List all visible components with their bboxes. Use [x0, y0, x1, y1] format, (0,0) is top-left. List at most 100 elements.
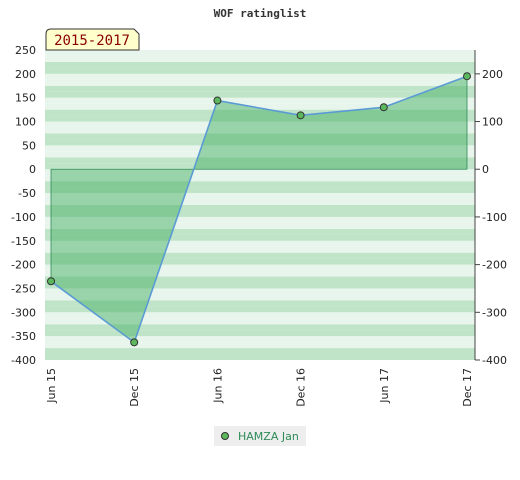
- background-band: [45, 139, 475, 146]
- background-band: [45, 252, 475, 259]
- background-band: [45, 163, 475, 170]
- background-band: [45, 240, 475, 247]
- background-band: [45, 210, 475, 217]
- y-left-tick-label: -200: [11, 259, 36, 272]
- y-left-tick-label: -300: [11, 306, 36, 319]
- y-left-tick-label: -350: [11, 330, 36, 343]
- background-band: [45, 193, 475, 200]
- background-band: [45, 91, 475, 98]
- background-band: [45, 228, 475, 235]
- background-band: [45, 222, 475, 229]
- data-markers: [47, 72, 471, 347]
- y-right-tick-label: -400: [482, 354, 507, 367]
- data-point: [130, 338, 139, 347]
- x-tick-label: Dec 17: [461, 368, 474, 407]
- legend-box: [214, 426, 306, 446]
- x-axis: Jun 15 Dec 15 Jun 16 Dec 16 Jun 17 Dec 17: [45, 368, 474, 407]
- background-band: [45, 73, 475, 80]
- x-tick-label: Dec 15: [128, 368, 141, 407]
- series-line-path: [50, 75, 468, 344]
- background-band: [45, 258, 475, 265]
- x-tick-label: Jun 15: [45, 368, 58, 404]
- y-axis-right: 200 100 0 -100 -200 -300 -400: [474, 50, 507, 367]
- background-band: [45, 318, 475, 325]
- y-right-tick-label: -100: [482, 211, 507, 224]
- y-right-tick-label: 100: [482, 116, 503, 129]
- background-band: [45, 205, 475, 211]
- y-left-tick-label: 200: [15, 68, 36, 81]
- background-band: [45, 306, 475, 313]
- data-point: [47, 277, 55, 286]
- background-band: [45, 169, 475, 176]
- x-tick-label: Jun 17: [378, 368, 391, 404]
- y-right-tick-label: -300: [482, 306, 507, 319]
- y-right-tick-label: 0: [482, 163, 489, 176]
- background-band: [45, 67, 475, 74]
- background-band: [45, 61, 475, 68]
- legend[interactable]: HAMZA Jan: [214, 426, 306, 446]
- y-left-tick-label: 50: [22, 139, 36, 152]
- background-band: [45, 234, 475, 241]
- background-band: [45, 109, 475, 116]
- background-band: [45, 115, 475, 122]
- background-band: [45, 79, 475, 86]
- background-band: [45, 199, 475, 205]
- y-right-tick-label: 200: [482, 68, 503, 81]
- background-band: [45, 157, 475, 164]
- background-band: [45, 330, 475, 337]
- background-band: [45, 354, 475, 360]
- background-band: [45, 288, 475, 295]
- data-point: [463, 72, 471, 81]
- background-band: [45, 187, 475, 194]
- data-point: [296, 111, 305, 120]
- background-band: [45, 264, 475, 271]
- background-band: [45, 85, 475, 92]
- y-left-tick-label: -150: [11, 235, 36, 248]
- background-band: [45, 246, 475, 253]
- background-band: [45, 151, 475, 158]
- x-tick-label: Jun 16: [211, 368, 224, 404]
- data-point: [213, 96, 222, 105]
- background-band: [45, 121, 475, 128]
- y-right-tick-label: -200: [482, 259, 507, 272]
- background-band: [45, 282, 475, 289]
- y-left-tick-label: -400: [11, 354, 36, 367]
- chart-title: WOF ratinglist: [214, 7, 307, 20]
- background-bands: [45, 50, 475, 360]
- y-left-tick-label: -250: [11, 282, 36, 295]
- background-band: [45, 145, 475, 152]
- period-badge-text: 2015-2017: [54, 33, 130, 49]
- background-band: [45, 103, 475, 110]
- background-band: [45, 336, 475, 343]
- y-left-tick-label: 250: [15, 44, 36, 57]
- legend-label: HAMZA Jan: [238, 430, 299, 443]
- background-band: [45, 97, 475, 104]
- series-line: [50, 75, 468, 344]
- data-point: [379, 103, 388, 112]
- background-band: [45, 127, 475, 134]
- background-band: [45, 133, 475, 140]
- background-band: [45, 181, 475, 188]
- y-axis-left: 250 200 150 100 50 0 -50 -100 -150 -200 -250 -300 -3…: [11, 44, 36, 367]
- background-band: [45, 324, 475, 331]
- y-left-tick-label: 150: [15, 92, 36, 105]
- background-band: [45, 270, 475, 277]
- y-left-tick-label: -50: [18, 187, 36, 200]
- x-tick-label: Dec 16: [295, 368, 308, 407]
- period-badge-box: [45, 28, 140, 51]
- background-band: [45, 348, 475, 355]
- background-band: [45, 312, 475, 319]
- y-left-tick-label: -100: [11, 211, 36, 224]
- background-band: [45, 276, 475, 283]
- y-left-tick-label: 0: [29, 163, 36, 176]
- background-band: [45, 55, 475, 62]
- legend-marker: [221, 432, 229, 440]
- background-band: [45, 175, 475, 182]
- background-band: [45, 294, 475, 301]
- background-band: [45, 300, 475, 307]
- period-badge: 2015-2017: [45, 28, 140, 51]
- background-band: [45, 50, 475, 56]
- background-band: [45, 342, 475, 349]
- y-left-tick-label: 100: [15, 116, 36, 129]
